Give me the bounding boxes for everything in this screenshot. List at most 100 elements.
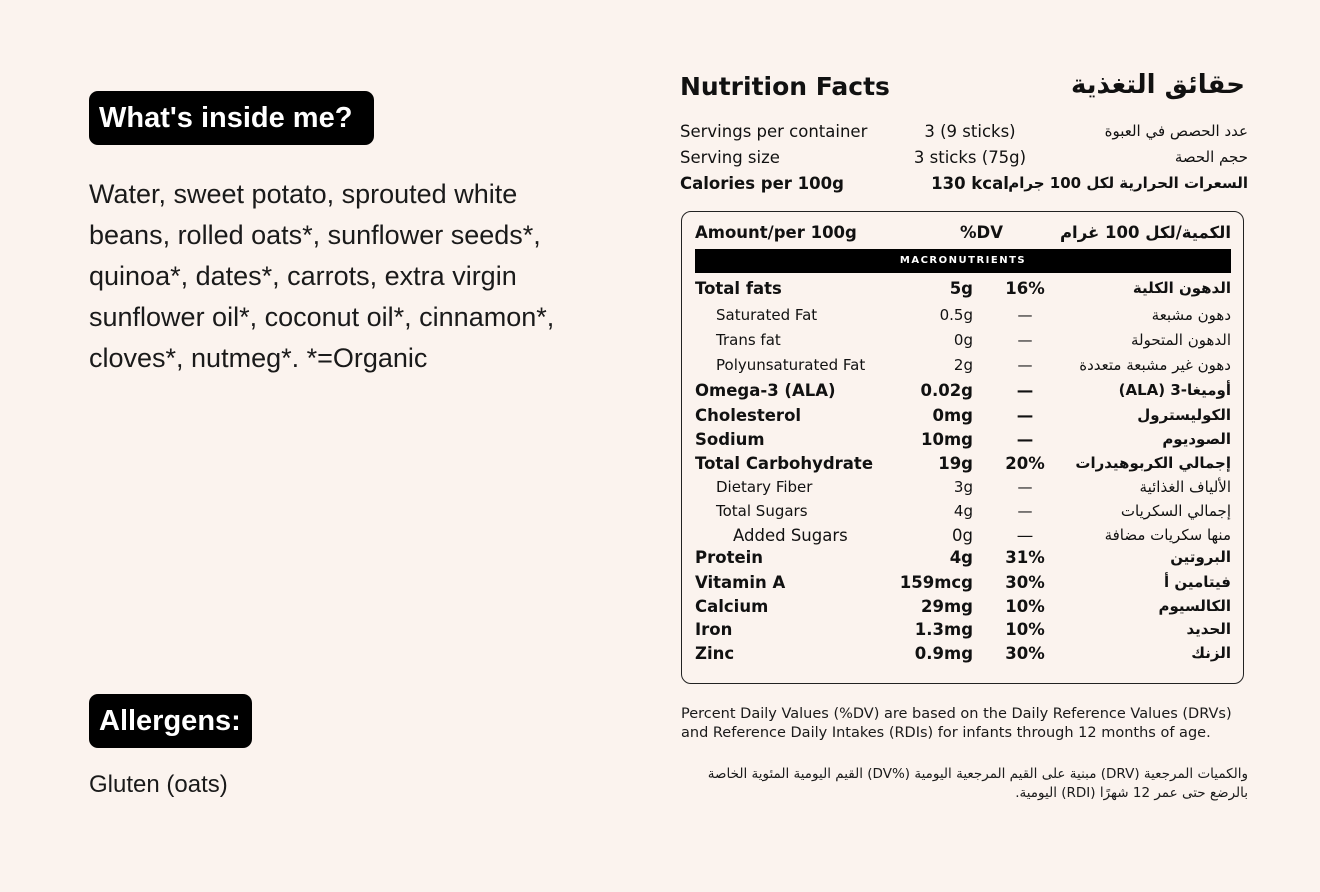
serving-row: Calories per 100g 130 kcal السعرات الحراري…: [680, 174, 1248, 198]
nutrient-ar: إجمالي السكريات: [1120, 502, 1231, 520]
nutrient-amt: 3g: [953, 478, 973, 496]
macronutrients-bar: MACRONUTRIENTS: [695, 249, 1231, 273]
serving-ar: حجم الحصة: [1174, 148, 1248, 166]
nutrient-pct: —: [1016, 526, 1034, 545]
nutrient-ar: منها سكريات مضافة: [1104, 526, 1231, 544]
serving-row: Servings per container 3 (9 sticks) عدد ال…: [680, 122, 1248, 146]
serving-en: Servings per container: [680, 122, 868, 141]
nutrient-amt: 1.3mg: [914, 620, 973, 639]
nutrient-ar: الألياف الغذائية: [1139, 478, 1231, 496]
allergens-text: Gluten (oats): [89, 771, 228, 798]
nutrient-row: Saturated Fat 0.5g — دهون مشبعة: [695, 306, 1231, 328]
serving-en: Calories per 100g: [680, 174, 844, 193]
ingredients-text: Water, sweet potato, sprouted white bean…: [89, 179, 555, 373]
dv-header: %DV: [960, 223, 1003, 242]
nutrient-ar: دهون مشبعة: [1151, 306, 1231, 324]
nutrition-table-header: Amount/per 100g %DV الكمية/لكل 100 غرام: [695, 223, 1231, 247]
nutrient-amt: 0mg: [932, 406, 974, 425]
nutrient-row: Total Carbohydrate 19g 20% إجمالي الكربوهيد…: [695, 454, 1231, 476]
amount-header: Amount/per 100g: [695, 223, 857, 242]
nutrient-en: Calcium: [695, 597, 769, 616]
nutrient-en: Polyunsaturated Fat: [716, 356, 866, 374]
nutrient-row: Total Sugars 4g — إجمالي السكريات: [695, 502, 1231, 524]
nutrient-pct: —: [1017, 331, 1033, 349]
nutrient-en: Total fats: [695, 279, 782, 298]
nutrient-pct: —: [1017, 356, 1033, 374]
nutrient-row: Vitamin A 159mcg 30% فيتامين أ: [695, 573, 1231, 595]
whats-inside-heading: What's inside me?: [89, 91, 374, 145]
serving-val: 3 (9 sticks): [924, 122, 1016, 141]
nutrient-row: Added Sugars 0g — منها سكريات مضافة: [695, 526, 1231, 548]
allergens-heading: Allergens:: [89, 694, 252, 748]
nutrient-row: Protein 4g 31% البروتين: [695, 548, 1231, 570]
nutrient-pct: 16%: [1005, 279, 1045, 298]
nutrient-en: Saturated Fat: [716, 306, 818, 324]
serving-val: 3 sticks (75g): [913, 148, 1027, 167]
nutrient-pct: 10%: [1005, 620, 1045, 639]
nutrient-pct: —: [1017, 306, 1033, 324]
nutrient-en: Iron: [695, 620, 733, 639]
nutrient-en: Trans fat: [716, 331, 781, 349]
nutrient-amt: 0.02g: [920, 381, 973, 400]
nutrient-row: Total fats 5g 16% الدهون الكلية: [695, 279, 1231, 301]
nutrient-pct: —: [1017, 502, 1033, 520]
serving-row: Serving size 3 sticks (75g) حجم الحصة: [680, 148, 1248, 172]
serving-en: Serving size: [680, 148, 780, 167]
nutrient-ar: الكالسيوم: [1158, 597, 1231, 615]
nutrient-amt: 0.9mg: [914, 644, 973, 663]
nutrient-amt: 0g: [953, 331, 973, 349]
nutrient-en: Vitamin A: [695, 573, 786, 592]
nutrient-en: Total Carbohydrate: [695, 454, 874, 473]
nutrient-ar: الحديد: [1186, 620, 1231, 638]
nutrient-pct: —: [1017, 478, 1033, 496]
nutrient-amt: 4g: [953, 502, 973, 520]
nutrient-row: Polyunsaturated Fat 2g — دهون غير مشبعة متع…: [695, 356, 1231, 378]
nutrition-facts-title-ar: حقائق التغذية: [1071, 70, 1245, 100]
nutrient-ar: الصوديوم: [1162, 430, 1231, 448]
nutrient-ar: الكوليسترول: [1137, 406, 1231, 424]
nutrient-ar: دهون غير مشبعة متعددة: [1079, 356, 1231, 374]
nutrient-amt: 5g: [949, 279, 973, 298]
dv-footnote: Percent Daily Values (%DV) are based on …: [681, 706, 1232, 741]
nutrient-ar: إجمالي الكربوهيدرات: [1075, 454, 1231, 472]
nutrient-row: Trans fat 0g — الدهون المتحولة: [695, 331, 1231, 353]
nutrient-row: Calcium 29mg 10% الكالسيوم: [695, 597, 1231, 619]
nutrient-ar: الدهون الكلية: [1132, 279, 1231, 297]
nutrient-en: Protein: [695, 548, 764, 567]
nutrient-pct: 30%: [1005, 644, 1045, 663]
nutrition-table-box: [681, 211, 1244, 684]
nutrient-ar: الزنك: [1191, 644, 1231, 662]
nutrient-amt: 2g: [953, 356, 973, 374]
nutrient-amt: 10mg: [921, 430, 973, 449]
nutrient-amt: 0g: [952, 526, 973, 545]
nutrient-pct: —: [1016, 381, 1034, 400]
nutrient-en: Dietary Fiber: [716, 478, 813, 496]
nutrition-facts-title: Nutrition Facts: [680, 72, 890, 101]
serving-ar: عدد الحصص في العبوة: [1104, 122, 1248, 140]
nutrient-en: Omega-3 (ALA): [695, 381, 836, 400]
nutrient-pct: 10%: [1005, 597, 1045, 616]
nutrient-pct: 30%: [1005, 573, 1045, 592]
nutrient-ar: أوميغا-3 (ALA): [1118, 381, 1231, 399]
nutrient-en: Zinc: [695, 644, 735, 663]
nutrient-amt: 0.5g: [939, 306, 973, 324]
nutrient-en: Sodium: [695, 430, 765, 449]
nutrient-row: Omega-3 (ALA) 0.02g — أوميغا-3 (ALA): [695, 381, 1231, 403]
nutrient-ar: فيتامين أ: [1164, 573, 1231, 591]
nutrient-pct: —: [1016, 430, 1034, 449]
nutrient-pct: 31%: [1005, 548, 1045, 567]
nutrient-en: Added Sugars: [733, 526, 848, 545]
amount-header-ar: الكمية/لكل 100 غرام: [1059, 223, 1231, 242]
nutrient-amt: 29mg: [921, 597, 973, 616]
nutrient-row: Sodium 10mg — الصوديوم: [695, 430, 1231, 452]
nutrient-en: Total Sugars: [716, 502, 808, 520]
nutrient-amt: 4g: [949, 548, 973, 567]
nutrient-row: Zinc 0.9mg 30% الزنك: [695, 644, 1231, 666]
nutrient-pct: 20%: [1005, 454, 1045, 473]
nutrient-row: Iron 1.3mg 10% الحديد: [695, 620, 1231, 642]
nutrient-amt: 19g: [938, 454, 973, 473]
nutrient-ar: الدهون المتحولة: [1130, 331, 1231, 349]
nutrient-row: Cholesterol 0mg — الكوليسترول: [695, 406, 1231, 428]
nutrient-row: Dietary Fiber 3g — الألياف الغذائية: [695, 478, 1231, 500]
serving-ar: السعرات الحرارية لكل 100 جرام: [1008, 174, 1248, 192]
